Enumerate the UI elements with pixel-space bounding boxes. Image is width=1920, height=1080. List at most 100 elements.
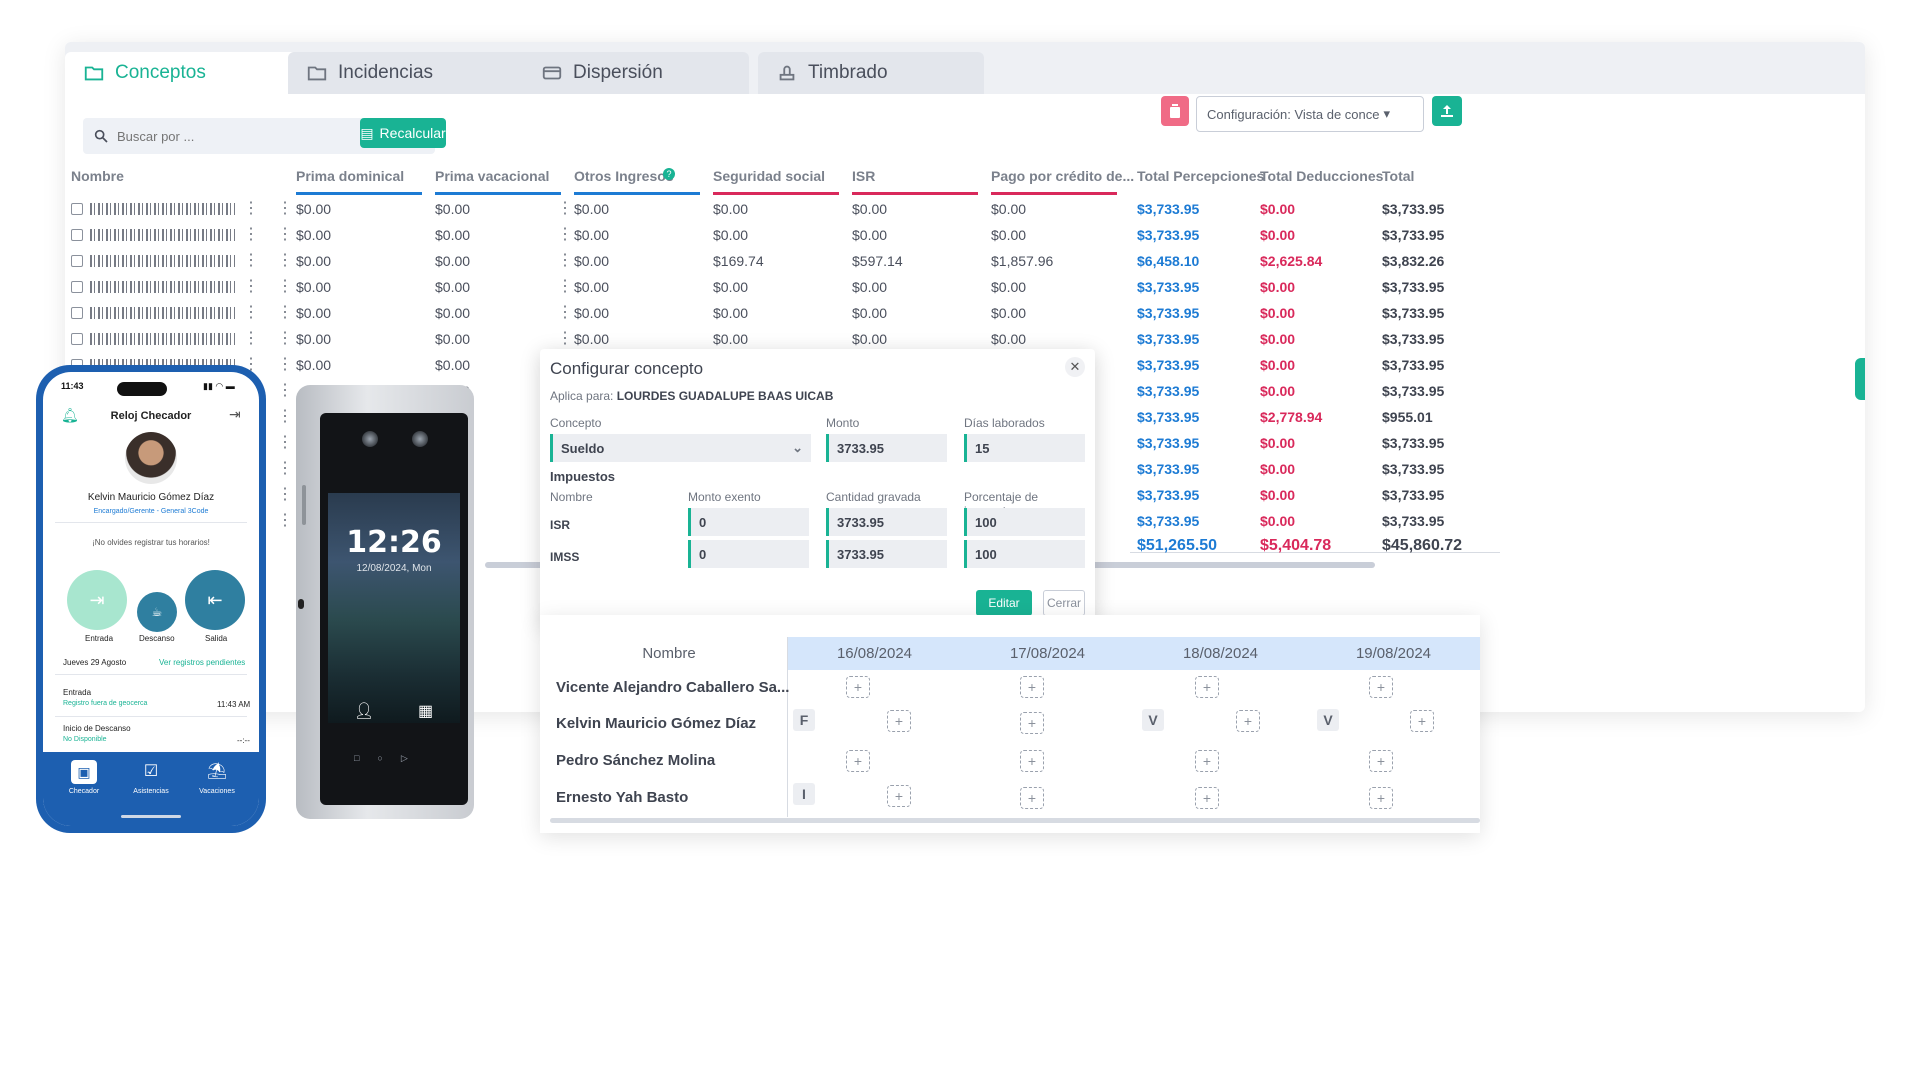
row-menu-icon[interactable]: ⋮ [243, 226, 259, 243]
column-underline [574, 192, 700, 195]
column-header-otros-ingresos[interactable]: Otros Ingresos [574, 168, 674, 184]
row-menu-icon[interactable]: ⋮ [277, 434, 293, 451]
add-shift-button[interactable]: + [887, 710, 911, 732]
add-shift-button[interactable]: + [1369, 676, 1393, 698]
logout-icon[interactable]: ⇥ [229, 406, 241, 422]
row-menu-icon[interactable]: ⋮ [277, 226, 293, 243]
side-panel-tab[interactable] [1855, 358, 1865, 400]
column-header-nombre[interactable]: Nombre [71, 168, 124, 184]
add-shift-button[interactable]: + [1020, 676, 1044, 698]
row-menu-icon[interactable]: ⋮ [243, 200, 259, 217]
row-menu-icon[interactable]: ⋮ [557, 252, 573, 269]
column-header-total[interactable]: Total [1382, 168, 1415, 184]
nav-asistencias[interactable]: ☑︎ Asistencias [127, 760, 175, 800]
row-checkbox[interactable] [71, 333, 83, 345]
row-menu-icon[interactable]: ⋮ [243, 330, 259, 347]
isr-gravada-input[interactable]: 3733.95 [826, 508, 947, 536]
add-shift-button[interactable]: + [1369, 750, 1393, 772]
nav-checador[interactable]: ▣ Checador [63, 760, 105, 800]
add-shift-button[interactable]: + [1195, 676, 1219, 698]
add-shift-button[interactable]: + [1236, 710, 1260, 732]
table-cell: $0.00 [435, 253, 471, 269]
column-header-total-percepciones[interactable]: Total Percepciones [1137, 168, 1265, 184]
table-cell: $597.14 [852, 253, 903, 269]
dias-input[interactable]: 15 [964, 434, 1085, 462]
row-menu-icon[interactable]: ⋮ [277, 356, 293, 373]
row-menu-icon[interactable]: ⋮ [277, 512, 293, 529]
row-menu-icon[interactable]: ⋮ [277, 382, 293, 399]
row-menu-icon[interactable]: ⋮ [277, 252, 293, 269]
tab-timbrado[interactable]: Timbrado [758, 52, 984, 94]
row-menu-icon[interactable]: ⋮ [557, 200, 573, 217]
column-header-prima-vacacional[interactable]: Prima vacacional [435, 168, 550, 184]
row-checkbox[interactable] [71, 229, 83, 241]
column-header-pago-credito[interactable]: Pago por crédito de... [991, 168, 1135, 184]
add-shift-button[interactable]: + [846, 676, 870, 698]
search-input[interactable] [117, 128, 397, 144]
row-checkbox[interactable] [71, 281, 83, 293]
row-menu-icon[interactable]: ⋮ [277, 304, 293, 321]
add-shift-button[interactable]: + [1195, 787, 1219, 809]
config-view-select[interactable]: Configuración: Vista de conce ▾ [1196, 96, 1424, 132]
entrada-button[interactable]: ⇥ [67, 570, 127, 630]
vacation-mark[interactable]: V [1317, 709, 1339, 731]
redacted-employee-name [90, 281, 235, 293]
column-header-isr[interactable]: ISR [852, 168, 876, 184]
close-icon[interactable]: ✕ [1065, 357, 1085, 377]
row-menu-icon[interactable]: ⋮ [243, 252, 259, 269]
row-menu-icon[interactable]: ⋮ [557, 304, 573, 321]
vacation-mark[interactable]: V [1142, 709, 1164, 731]
imss-gravada-input[interactable]: 3733.95 [826, 540, 947, 568]
row-menu-icon[interactable]: ⋮ [243, 304, 259, 321]
row-checkbox[interactable] [71, 307, 83, 319]
bell-icon[interactable]: 🔔︎ [61, 407, 79, 423]
isr-porcentaje-input[interactable]: 100 [964, 508, 1085, 536]
concepto-select[interactable]: Sueldo ⌄ [550, 434, 811, 462]
add-shift-button[interactable]: + [1020, 787, 1044, 809]
add-shift-button[interactable]: + [1369, 787, 1393, 809]
table-cell: $0.00 [1260, 305, 1296, 321]
add-shift-button[interactable]: + [1410, 710, 1434, 732]
add-shift-button[interactable]: + [1020, 712, 1044, 734]
row-menu-icon[interactable]: ⋮ [277, 408, 293, 425]
delete-button[interactable] [1161, 96, 1189, 126]
cancel-button[interactable]: Cerrar [1043, 590, 1085, 616]
pending-records-link[interactable]: Ver registros pendientes [159, 658, 246, 667]
salida-button[interactable]: ⇤ [185, 570, 245, 630]
row-menu-icon[interactable]: ⋮ [277, 200, 293, 217]
nav-vacaciones[interactable]: ⛱︎ Vacaciones [193, 760, 241, 800]
incident-mark[interactable]: I [793, 783, 815, 805]
isr-exento-input[interactable]: 0 [688, 508, 809, 536]
imss-porcentaje-input[interactable]: 100 [964, 540, 1085, 568]
row-menu-icon[interactable]: ⋮ [557, 226, 573, 243]
monto-input[interactable]: 3733.95 [826, 434, 947, 462]
help-icon[interactable]: ? [663, 168, 675, 180]
row-menu-icon[interactable]: ⋮ [277, 278, 293, 295]
column-header-total-deducciones[interactable]: Total Deducciones [1260, 168, 1384, 184]
column-header-prima-dominical[interactable]: Prima dominical [296, 168, 405, 184]
add-shift-button[interactable]: + [1020, 750, 1044, 772]
row-menu-icon[interactable]: ⋮ [557, 330, 573, 347]
add-shift-button[interactable]: + [846, 750, 870, 772]
row-menu-icon[interactable]: ⋮ [557, 278, 573, 295]
descanso-button[interactable]: ☕︎ [137, 592, 177, 632]
row-checkbox[interactable] [71, 255, 83, 267]
row-menu-icon[interactable]: ⋮ [277, 330, 293, 347]
user-icon[interactable]: 👤︎ [354, 703, 375, 720]
upload-button[interactable] [1432, 96, 1462, 126]
row-menu-icon[interactable]: ⋮ [277, 486, 293, 503]
user-role: Encargado/Gerente - General 3Code [93, 508, 209, 515]
recalcular-button[interactable]: ▤ Recalcular [360, 118, 446, 148]
add-shift-button[interactable]: + [1195, 750, 1219, 772]
edit-button[interactable]: Editar [976, 590, 1032, 616]
horizontal-scrollbar[interactable] [550, 818, 1480, 823]
imss-exento-input[interactable]: 0 [688, 540, 809, 568]
apps-grid-icon[interactable]: ▦ [418, 703, 434, 720]
absence-mark[interactable]: F [793, 709, 815, 731]
row-menu-icon[interactable]: ⋮ [243, 278, 259, 295]
add-shift-button[interactable]: + [887, 785, 911, 807]
column-header-seguridad-social[interactable]: Seguridad social [713, 168, 826, 184]
row-menu-icon[interactable]: ⋮ [277, 460, 293, 477]
tab-dispersion[interactable]: Dispersión [523, 52, 749, 94]
row-checkbox[interactable] [71, 203, 83, 215]
